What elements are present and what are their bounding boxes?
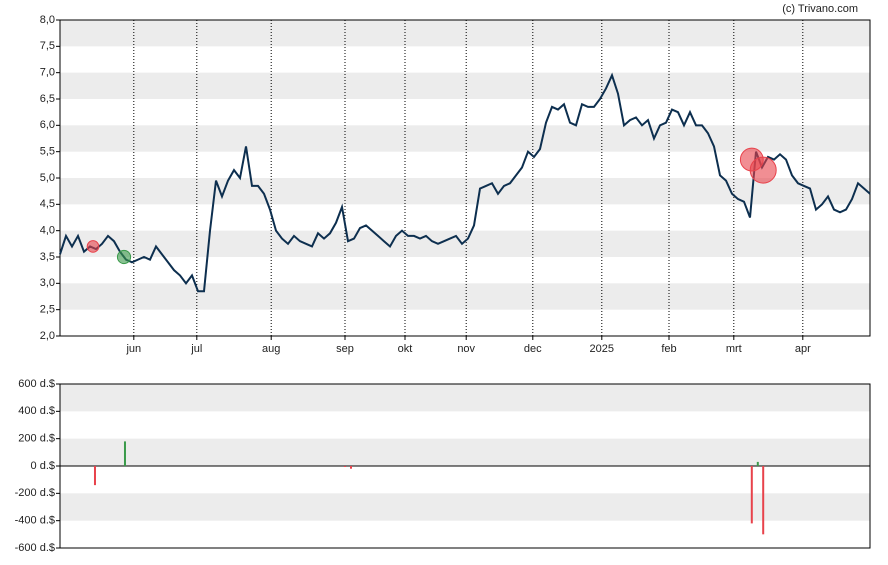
grid-band — [60, 230, 870, 257]
bar — [123, 441, 126, 466]
y-tick-label: 3,5 — [40, 251, 55, 263]
bar — [756, 461, 759, 466]
y-tick-label: -600 d.$ — [15, 542, 55, 554]
x-tick-label: jul — [190, 343, 202, 355]
y-tick-label: 7,5 — [40, 40, 55, 52]
y-tick-label: 600 d.$ — [18, 378, 55, 390]
trade-marker — [749, 156, 777, 184]
trade-marker — [86, 240, 100, 253]
y-tick-label: 5,5 — [40, 146, 55, 158]
x-tick-label: feb — [661, 343, 676, 355]
x-tick-label: mrt — [726, 343, 742, 355]
grid-band — [60, 72, 870, 99]
y-tick-label: 4,0 — [40, 225, 55, 237]
y-tick-label: 200 d.$ — [18, 433, 55, 445]
x-tick-label: aug — [262, 343, 280, 355]
x-tick-label: dec — [524, 343, 542, 355]
x-tick-label: apr — [795, 343, 811, 355]
grid-band — [60, 125, 870, 152]
x-tick-label: 2025 — [590, 343, 614, 355]
y-tick-label: 4,5 — [40, 198, 55, 210]
price-line — [59, 72, 871, 293]
y-tick-label: 0 d.$ — [31, 460, 55, 472]
bar — [344, 466, 346, 467]
x-tick-label: jun — [125, 343, 141, 355]
y-tick-label: 3,0 — [40, 277, 55, 289]
y-tick-label: -200 d.$ — [15, 487, 55, 499]
grid-band — [60, 283, 870, 310]
y-tick-label: 400 d.$ — [18, 405, 55, 417]
x-tick-label: nov — [457, 343, 475, 355]
trade-marker — [116, 249, 132, 265]
bar — [350, 466, 352, 469]
y-tick-label: 6,0 — [40, 119, 55, 131]
credit: (c) Trivano.com — [782, 3, 858, 15]
plot-frame — [59, 19, 871, 337]
bar — [93, 466, 96, 486]
x-tick-label: okt — [398, 343, 413, 355]
y-tick-label: 7,0 — [40, 67, 55, 79]
grid-band — [60, 178, 870, 205]
bar — [762, 466, 765, 535]
grid-band — [60, 20, 870, 47]
y-tick-label: 5,0 — [40, 172, 55, 184]
bar — [750, 466, 753, 524]
y-tick-label: 2,5 — [40, 304, 55, 316]
y-tick-label: 8,0 — [40, 14, 55, 26]
y-tick-label: 6,5 — [40, 93, 55, 105]
y-tick-label: -400 d.$ — [15, 515, 55, 527]
plot-frame — [59, 383, 871, 549]
grid-band — [60, 438, 870, 466]
grid-band — [60, 493, 870, 521]
grid-band — [60, 384, 870, 412]
x-tick-label: sep — [336, 343, 354, 355]
y-tick-label: 2,0 — [40, 330, 55, 342]
